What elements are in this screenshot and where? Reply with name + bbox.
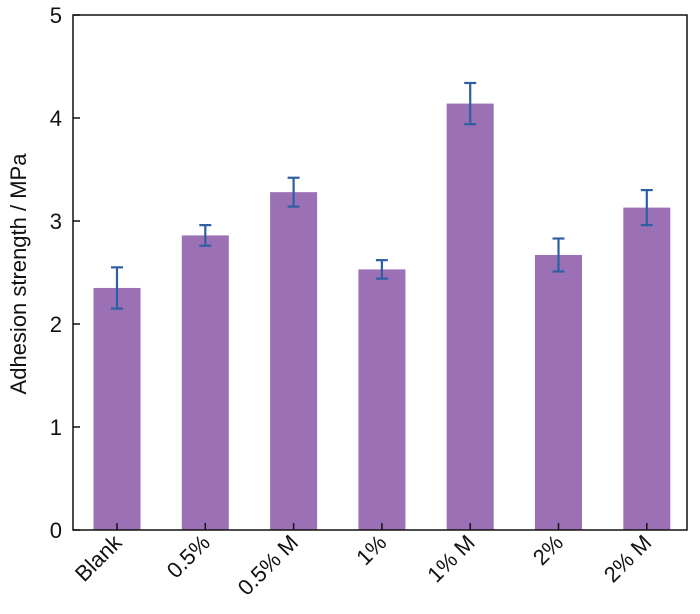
x-tick-label: 0.5% xyxy=(162,530,215,583)
plot-frame xyxy=(72,14,688,531)
error-bar-2 xyxy=(287,176,300,208)
error-bars-group xyxy=(111,81,653,310)
bar-3 xyxy=(358,269,406,530)
x-tick-label: 1% M xyxy=(422,530,479,587)
axes-group xyxy=(72,14,688,531)
error-bar-5 xyxy=(552,237,565,273)
x-tick-label: 2% xyxy=(528,530,568,570)
bar-5 xyxy=(535,254,582,531)
y-tick-label: 2 xyxy=(50,312,62,337)
error-bar-0 xyxy=(111,266,123,310)
y-tick-label: 1 xyxy=(50,415,62,440)
bar-2 xyxy=(270,192,318,530)
bar-0 xyxy=(93,287,141,530)
error-bar-4 xyxy=(464,81,477,126)
x-tick-label: 0.5% M xyxy=(233,530,303,600)
y-tick-label: 0 xyxy=(50,518,62,543)
x-tick-label: 1% xyxy=(351,530,391,570)
bar-4 xyxy=(446,103,494,530)
y-axis-title: Adhesion strength / MPa xyxy=(6,153,31,395)
x-tick-label: Blank xyxy=(70,529,127,586)
bar-6 xyxy=(623,207,671,531)
error-bar-6 xyxy=(640,189,653,227)
error-bar-1 xyxy=(199,224,212,247)
y-tick-label: 5 xyxy=(50,3,62,28)
bars-group xyxy=(93,103,671,531)
y-tick-label: 4 xyxy=(50,106,62,131)
y-tick-labels: 0 1 2 3 4 5 xyxy=(50,3,62,543)
x-tick-label: 2% M xyxy=(599,530,656,587)
x-tick-labels: Blank 0.5% 0.5% M 1% 1% M 2% 2% M xyxy=(70,529,656,600)
y-tick-label: 3 xyxy=(50,209,62,234)
bar-1 xyxy=(181,235,229,531)
error-bar-3 xyxy=(375,259,388,280)
